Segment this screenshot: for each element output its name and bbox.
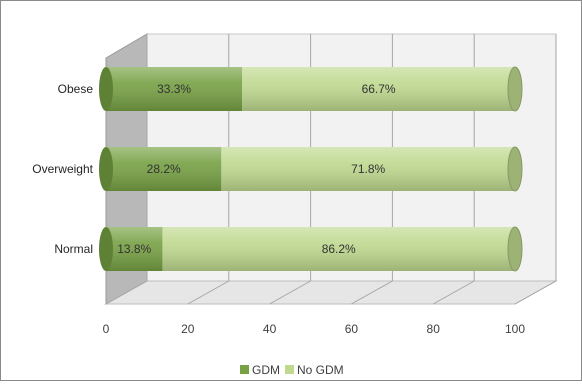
category-labels: Obese Overweight Normal: [32, 82, 93, 256]
bar-segment-shade: [162, 227, 515, 271]
bar-segment-shade: [106, 67, 243, 111]
bar-start-cap: [99, 227, 113, 271]
legend-label: GDM: [252, 363, 280, 377]
bar-segment-shade: [106, 147, 222, 191]
gridline-floor: [432, 280, 475, 305]
bars: 33.3% 66.7% 28.2% 71.8% 13.8% 86.2%: [99, 66, 523, 272]
legend-label: No GDM: [297, 363, 344, 377]
category-label: Normal: [54, 242, 93, 256]
data-label: 13.8%: [117, 242, 151, 256]
data-label: 28.2%: [147, 162, 181, 176]
x-tick-label: 100: [505, 322, 525, 336]
data-label: 71.8%: [351, 162, 385, 176]
bar-row: 28.2% 71.8%: [99, 146, 523, 192]
bar-segment-shade: [242, 67, 515, 111]
x-tick-label: 0: [103, 322, 110, 336]
gridline-floor: [514, 280, 557, 305]
data-label: 66.7%: [362, 82, 396, 96]
bar-end-cap: [507, 146, 523, 192]
bar-row: 13.8% 86.2%: [99, 226, 523, 272]
bar-row: 33.3% 66.7%: [99, 66, 523, 112]
bar-start-cap: [99, 147, 113, 191]
legend-swatch: [240, 365, 249, 374]
x-tick-label: 40: [263, 322, 277, 336]
bar-segment-shade: [221, 147, 515, 191]
plot-floor: [104, 280, 558, 305]
legend-swatch: [285, 365, 294, 374]
gridline-floor: [351, 280, 393, 305]
bar-start-cap: [99, 67, 113, 111]
category-label: Obese: [58, 82, 94, 96]
data-label: 33.3%: [157, 82, 191, 96]
bar-segment-shade: [106, 227, 163, 271]
data-label: 86.2%: [322, 242, 356, 256]
x-tick-label: 20: [181, 322, 195, 336]
x-axis-ticks: 0 20 40 60 80 100: [103, 322, 526, 336]
x-tick-label: 60: [345, 322, 359, 336]
gridline-floor: [105, 280, 148, 305]
x-tick-label: 80: [427, 322, 441, 336]
bar-end-cap: [507, 226, 523, 272]
category-label: Overweight: [32, 162, 93, 176]
bar-end-cap: [507, 66, 523, 112]
gridline-floor: [269, 280, 311, 305]
legend: GDM No GDM: [240, 363, 344, 377]
gridline-floor: [187, 280, 230, 305]
